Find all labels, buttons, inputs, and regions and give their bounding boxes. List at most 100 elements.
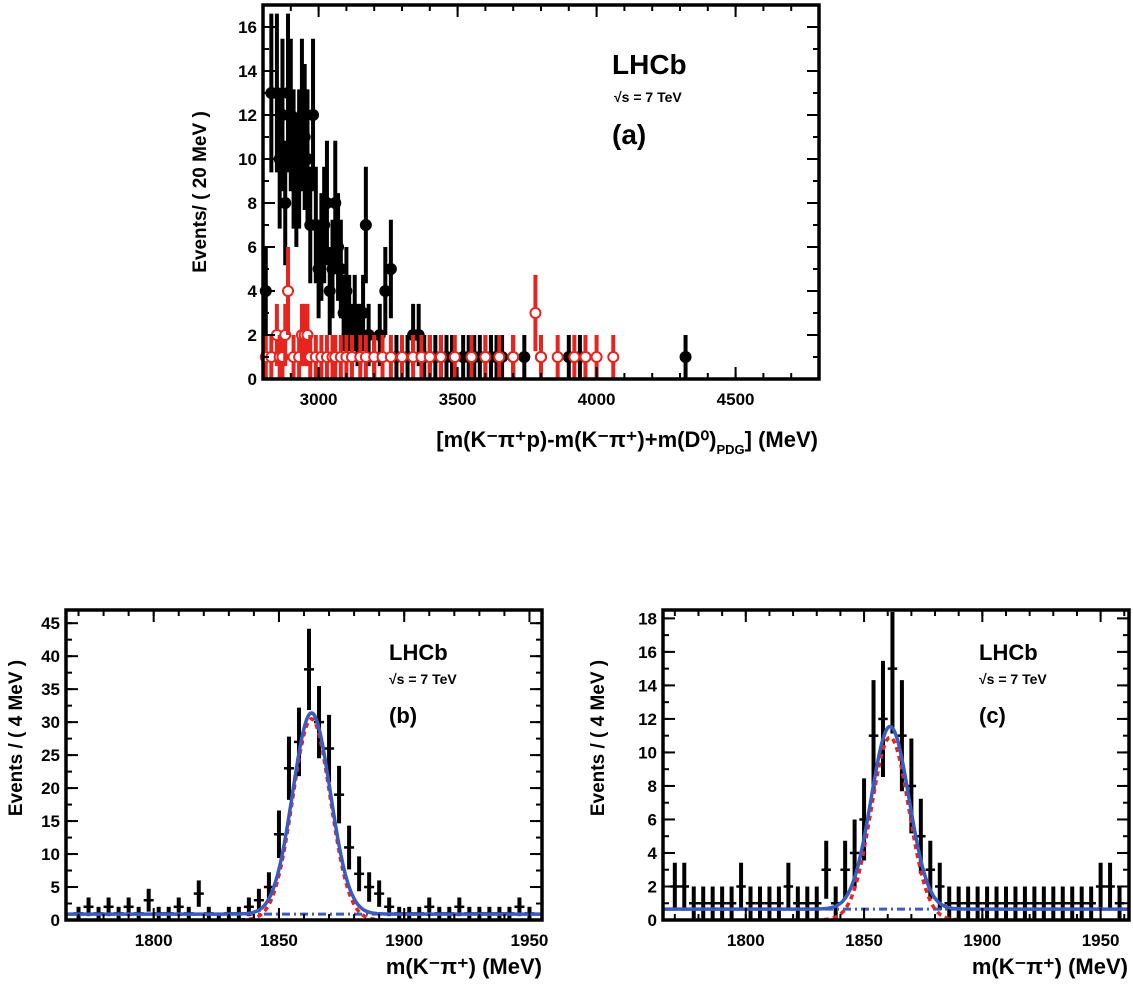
panel-b-ytick-label-1: 5 bbox=[51, 878, 60, 897]
panel-a-point-1-29 bbox=[423, 335, 436, 379]
panel-b-xtick-label-2: 1900 bbox=[385, 931, 423, 950]
panel-a-marker bbox=[551, 351, 564, 363]
panel-b-point-26 bbox=[334, 765, 345, 824]
panel-b-total-fit bbox=[66, 711, 542, 916]
panel-a-xtick-label-3: 4500 bbox=[717, 390, 755, 409]
panel-b-panel-label: (b) bbox=[389, 703, 417, 728]
panel-a-point-1-32 bbox=[465, 335, 478, 379]
panel-c-point-37 bbox=[1020, 886, 1030, 920]
panel-b-ytick-label-7: 35 bbox=[41, 680, 60, 699]
panel-a-xlabel-sub: PDG bbox=[717, 442, 745, 457]
panel-c-point-6 bbox=[726, 886, 737, 920]
panel-c-point-4 bbox=[707, 886, 718, 920]
panel-c-signal-fit bbox=[823, 735, 957, 922]
panel-a-ytick-label-0: 0 bbox=[248, 370, 257, 389]
panel-a-marker bbox=[434, 351, 447, 363]
panel-b-ytick-label-3: 15 bbox=[41, 812, 60, 831]
panel-c-frame bbox=[661, 608, 1131, 922]
panel-a-point-1-20 bbox=[345, 335, 358, 379]
panel-c-total-fit bbox=[663, 724, 1129, 911]
panel-c-point-32 bbox=[972, 886, 983, 920]
panel-a-marker bbox=[359, 219, 372, 231]
panel-c-ytick-label-5: 10 bbox=[638, 743, 657, 762]
panel-c-point-42 bbox=[1067, 886, 1077, 920]
panel-a-ytick-label-8: 16 bbox=[238, 18, 257, 37]
panel-c-point-13 bbox=[793, 886, 803, 920]
panel-c-xtick-label-3: 1950 bbox=[1082, 931, 1120, 950]
panel-b-point-20 bbox=[273, 810, 284, 859]
panel-b-signal-fit bbox=[239, 716, 384, 922]
panel-a-point-1-34 bbox=[493, 335, 506, 379]
panel-a-marker bbox=[607, 351, 620, 363]
panel-c-point-22 bbox=[878, 660, 888, 777]
panel-b-ytick-label-4: 20 bbox=[41, 779, 60, 798]
panel-b-point-30 bbox=[374, 880, 385, 907]
panel-c-xlabel: m(K⁻π⁺) (MeV) bbox=[972, 954, 1128, 979]
panel-a-point-1-35 bbox=[507, 335, 520, 379]
panel-b-experiment-label: LHCb bbox=[389, 640, 448, 665]
panel-a-marker bbox=[396, 351, 408, 363]
panel-a-marker bbox=[479, 351, 492, 363]
panel-a: 3000 3500 4000 4500 0 2 4 6 8 10 12 14 16 Events/ ( … bbox=[190, 3, 821, 457]
panel-c-point-45 bbox=[1095, 862, 1106, 911]
panel-a-point-1-6 bbox=[282, 247, 295, 335]
panel-a-marker bbox=[529, 307, 542, 319]
panel-c-ytick-label-3: 6 bbox=[648, 810, 657, 829]
panel-c-point-18 bbox=[840, 840, 850, 899]
panel-c-point-31 bbox=[963, 886, 973, 920]
panel-c-point-21 bbox=[868, 680, 879, 792]
panel-a-ticks: 3000 3500 4000 4500 0 2 4 6 8 10 12 14 16 bbox=[238, 4, 820, 409]
panel-a-marker bbox=[465, 351, 478, 363]
panel-b-xlabel: m(K⁻π⁺) (MeV) bbox=[386, 954, 542, 979]
panel-c-point-12 bbox=[783, 862, 794, 911]
panel-b-xtick-label-1: 1850 bbox=[260, 931, 298, 950]
panel-a-point-0-33 bbox=[357, 274, 370, 352]
panel-a-marker bbox=[334, 263, 347, 275]
panel-a-marker bbox=[535, 351, 547, 363]
panel-a-ytick-label-2: 4 bbox=[248, 282, 258, 301]
panel-c-ytick-label-7: 14 bbox=[638, 676, 657, 695]
panel-a-xtick-label-1: 3500 bbox=[439, 390, 477, 409]
panel-c-point-41 bbox=[1058, 886, 1068, 920]
panel-a-marker bbox=[282, 285, 295, 297]
panel-c-energy-label: √s = 7 TeV bbox=[979, 671, 1047, 687]
panel-a-marker bbox=[568, 351, 581, 363]
panel-c-point-39 bbox=[1039, 886, 1049, 920]
panel-a-marker bbox=[279, 197, 292, 209]
panel-a-xtick-label-0: 3000 bbox=[300, 390, 338, 409]
panel-b-ytick-label-8: 40 bbox=[41, 647, 60, 666]
panel-c-point-46 bbox=[1105, 862, 1115, 911]
panel-b-ylabel: Events / ( 4 MeV ) bbox=[6, 660, 27, 816]
panel-a-marker bbox=[579, 351, 592, 363]
panel-a-point-1-39 bbox=[568, 335, 581, 379]
panel-a-marker bbox=[518, 351, 531, 363]
panel-c-point-47 bbox=[1114, 886, 1125, 920]
panel-c-point-34 bbox=[991, 886, 1002, 920]
panel-a-marker bbox=[357, 307, 370, 319]
panel-c-ytick-label-9: 18 bbox=[638, 609, 657, 628]
panel-b-ytick-label-2: 10 bbox=[41, 845, 60, 864]
panel-a-point-0-13 bbox=[301, 89, 314, 229]
panel-a-marks bbox=[259, 13, 692, 379]
panel-c-experiment-label: LHCb bbox=[979, 640, 1038, 665]
panel-b-frame bbox=[64, 608, 544, 922]
panel-a-point-1-5 bbox=[279, 303, 292, 367]
panel-b-ticks: 1800 1850 1900 1950 0 5 10 15 20 25 30 35 40 45 bbox=[41, 610, 548, 950]
panel-a-ytick-label-6: 12 bbox=[238, 106, 257, 125]
panel-c-point-24 bbox=[897, 680, 907, 792]
panel-a-xtick-label-2: 4000 bbox=[578, 390, 616, 409]
panel-a-point-0-34 bbox=[359, 166, 372, 284]
panel-a-ytick-label-5: 10 bbox=[238, 150, 257, 169]
panel-c-point-38 bbox=[1029, 886, 1040, 920]
panel-a-xlabel: [m(K⁻π⁺p)-m(K⁻π⁺)+m(D⁰)PDG] (MeV) bbox=[436, 427, 818, 457]
panel-c-point-1 bbox=[679, 862, 690, 911]
panel-a-point-0-65 bbox=[679, 335, 692, 379]
panel-a-energy-label: √s = 7 TeV bbox=[614, 89, 682, 105]
panel-c-ylabel: Events / ( 4 MeV ) bbox=[588, 660, 609, 816]
panel-c-ytick-label-1: 2 bbox=[648, 877, 657, 896]
panel-b-point-25 bbox=[324, 714, 335, 783]
panel-c-point-8 bbox=[745, 886, 756, 920]
panel-b-xtick-label-0: 1800 bbox=[135, 931, 173, 950]
panel-c-marks bbox=[663, 612, 1129, 922]
